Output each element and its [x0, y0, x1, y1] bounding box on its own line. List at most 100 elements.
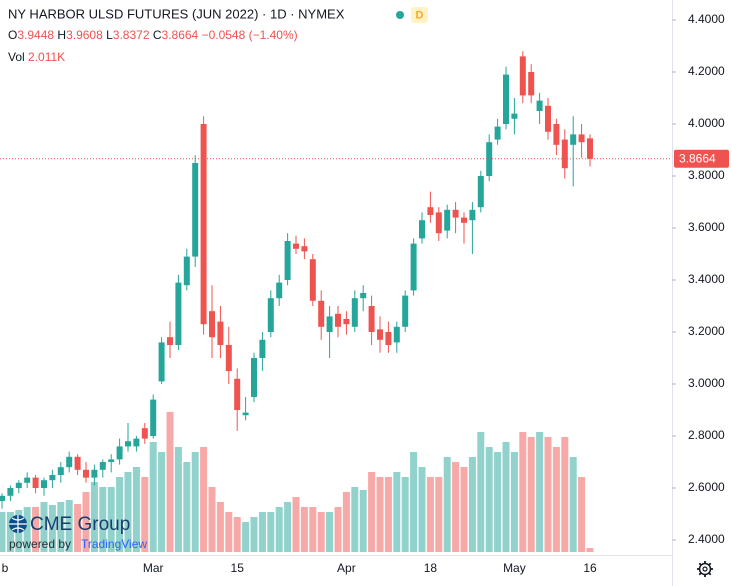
last-price-box: [674, 149, 729, 168]
volume-bar: [158, 452, 166, 552]
candle-body: [360, 293, 367, 299]
y-tick-label: 3.0000: [688, 376, 725, 390]
volume-bar: [443, 457, 451, 552]
volume-bar: [116, 477, 124, 552]
volume-bar: [200, 447, 208, 552]
volume-bar: [250, 517, 258, 552]
volume-bar: [569, 457, 577, 552]
candle-body: [175, 282, 182, 345]
volume-bar: [326, 512, 334, 552]
candle-body: [225, 345, 232, 371]
candle-body: [351, 298, 358, 327]
candle-body: [494, 126, 501, 140]
legend-value: 3.9608: [66, 28, 103, 42]
candle-body: [242, 412, 249, 416]
volume-bar: [393, 472, 401, 552]
candle-body: [108, 459, 115, 462]
y-tick-label: 3.6000: [688, 220, 725, 234]
volume-bar: [384, 477, 392, 552]
volume-bar: [468, 457, 476, 552]
candle-body: [402, 295, 409, 327]
candle-body: [251, 358, 257, 397]
title: NY HARBOR ULSD FUTURES (JUN 2022) · 1D ·…: [8, 6, 345, 21]
volume-bar: [258, 512, 266, 552]
volume-bar: [208, 487, 216, 552]
volume-bar: [359, 490, 367, 552]
candle-body: [377, 329, 383, 340]
volume-bar: [401, 477, 409, 552]
volume-bar: [460, 467, 468, 552]
y-tick-label: 4.4000: [688, 12, 725, 26]
candle-body: [385, 332, 392, 345]
candle-body: [511, 113, 518, 119]
volume-bar: [561, 437, 569, 552]
logo-powered: powered by: [9, 537, 71, 551]
logo-brand: TradingView: [81, 537, 147, 551]
volume-bar: [174, 447, 182, 552]
volume-bar: [536, 432, 544, 552]
volume-bar: [418, 467, 426, 552]
volume-bar: [90, 482, 98, 552]
candle-body: [183, 256, 190, 286]
candle-body: [326, 316, 333, 332]
volume-bar: [426, 477, 434, 552]
volume-bar: [82, 492, 90, 552]
candle-body: [150, 399, 157, 436]
volume-bar: [275, 507, 283, 552]
logo-name: CME Group: [30, 514, 130, 535]
volume-bar: [309, 507, 317, 552]
y-tick-label: 4.2000: [688, 64, 725, 78]
candle-body: [419, 220, 425, 239]
plot: 2.4000 2.6000 2.8000 3.0000 3.2000 3.4000 3.60…: [0, 12, 725, 552]
y-tick-label: 2.6000: [688, 480, 725, 494]
legend-key: L: [106, 28, 113, 42]
volume-bar: [124, 472, 132, 552]
badge-bg: [411, 7, 428, 23]
x-tick-label: Apr: [337, 561, 356, 575]
volume-bar: [494, 452, 502, 552]
candle-body: [519, 56, 526, 96]
candle-body: [309, 259, 316, 301]
candle-body: [553, 124, 560, 145]
settings-icon[interactable]: [697, 561, 713, 577]
legend-key: O: [8, 28, 17, 42]
volume-bar: [99, 487, 107, 552]
x-tick-label: 15: [231, 561, 245, 575]
candle-body: [74, 456, 81, 470]
candle-body: [15, 482, 22, 488]
volume-bar: [544, 437, 552, 552]
volume-bar: [334, 507, 342, 552]
candle-body: [0, 495, 5, 501]
candle-body: [7, 488, 14, 496]
candle-body: [343, 319, 350, 325]
volume-bar: [586, 547, 594, 552]
candle-body: [570, 134, 577, 145]
x-tick-label: b: [2, 561, 9, 575]
x-tick-label: Mar: [143, 561, 164, 575]
volume-bar: [141, 477, 149, 552]
volume-bar: [477, 432, 485, 552]
last-price-label: 3.8664: [679, 151, 716, 165]
candle-body: [452, 209, 459, 218]
legend-value: 3.8664: [162, 28, 199, 42]
volume-bar: [233, 517, 241, 552]
volume-legend: Vol 2.011K: [8, 50, 65, 64]
legend-key: C: [153, 28, 162, 42]
volume-bar: [132, 467, 140, 552]
legend-value: 3.9448: [17, 28, 54, 42]
candle-body: [125, 441, 131, 447]
volume-bar: [527, 437, 535, 552]
legend-value: 3.8372: [113, 28, 150, 42]
candle-body: [335, 313, 341, 327]
candle-body: [116, 446, 123, 460]
volume-bar: [6, 512, 14, 552]
candle-body: [427, 207, 434, 215]
volume-bar: [74, 504, 82, 552]
candle-body: [301, 246, 308, 252]
volume-bar: [300, 507, 308, 552]
candle-body: [141, 428, 148, 439]
candle-body: [477, 176, 484, 208]
volume-bar: [578, 477, 586, 552]
volume-bar: [552, 447, 560, 552]
candle-body: [158, 342, 165, 382]
